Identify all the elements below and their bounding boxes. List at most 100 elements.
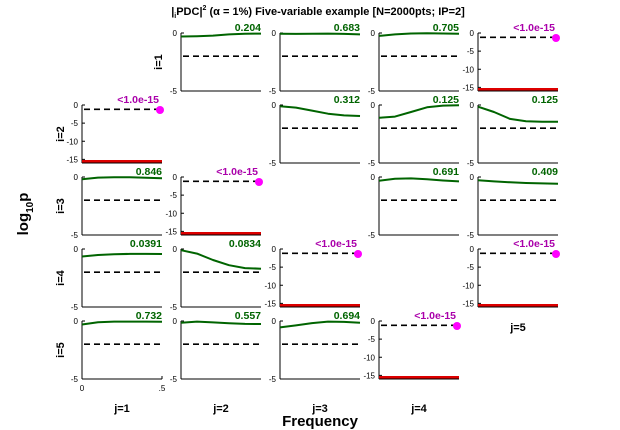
y-tick-label: 0	[173, 317, 178, 326]
y-tick-label: 0	[74, 245, 79, 254]
y-tick-label: -5	[368, 87, 376, 96]
column-label: j=1	[113, 403, 130, 415]
pvalue-label: <1.0e-15	[117, 94, 159, 106]
panel-i5-j1: 0 -5 0.732	[71, 310, 162, 384]
pvalue-label: 0.557	[235, 310, 261, 322]
y-tick-label: -5	[71, 231, 79, 240]
significance-marker	[552, 34, 560, 42]
x-axis-label: Frequency	[282, 413, 359, 430]
pdc-curve	[378, 32, 460, 37]
y-tick-label: -5	[71, 119, 79, 128]
y-tick-label: -5	[467, 231, 475, 240]
pvalue-label: 0.683	[334, 22, 360, 34]
y-tick-label: -5	[170, 87, 178, 96]
pdc-curve	[378, 177, 460, 183]
y-tick-label: -15	[264, 299, 276, 308]
y-tick-label: -5	[467, 159, 475, 168]
y-tick-label: 0	[470, 29, 475, 38]
pvalue-label: 0.0834	[229, 238, 261, 250]
panel-i3-j2: 0 -5 -10 -15 <1.0e-15	[165, 166, 263, 236]
significance-marker	[354, 250, 362, 258]
panel-i4-j2: 0 -5 0.0834	[170, 238, 261, 312]
column-label: j=4	[410, 403, 427, 415]
y-tick-label: -5	[71, 375, 79, 384]
y-axis-label: log10p	[15, 193, 36, 236]
y-tick-label: -10	[264, 281, 276, 290]
column-label: j=3	[311, 403, 328, 415]
pdc-curve	[378, 104, 460, 119]
y-tick-label: 0	[173, 173, 178, 182]
y-tick-label: 0	[272, 317, 277, 326]
y-tick-label: 0	[371, 173, 376, 182]
y-tick-label: 0	[74, 173, 79, 182]
y-tick-label: -5	[368, 335, 376, 344]
pvalue-label: 0.125	[433, 94, 459, 106]
row-label: i=1	[153, 54, 165, 70]
panel-i4-j3: 0 -5 -10 -15 <1.0e-15	[264, 238, 362, 308]
significance-marker	[156, 106, 164, 114]
panel-i3-j5: 0 -5 0.409	[467, 166, 558, 240]
panel-i1-j5: 0 -5 -10 -15 <1.0e-15	[462, 22, 560, 92]
y-tick-label: -10	[462, 65, 474, 74]
panel-i2-j3: 0 -5 0.312	[269, 94, 360, 168]
pvalue-label: 0.0391	[130, 238, 162, 250]
y-tick-label: 0	[173, 29, 178, 38]
y-tick-label: 0	[74, 101, 79, 110]
panel-grid: j=1 j=2 j=3 j=4j=5i=1i=2i=3i=4i=50-50.204 0-…	[55, 22, 560, 415]
y-tick-label: 0	[173, 245, 178, 254]
pvalue-label: <1.0e-15	[216, 166, 258, 178]
y-tick-label: -10	[363, 353, 375, 362]
y-tick-label: 0	[74, 317, 79, 326]
y-tick-label: 0	[272, 29, 277, 38]
pdc-curve	[279, 320, 361, 329]
y-tick-label: -5	[170, 303, 178, 312]
pdc-curve	[180, 32, 262, 38]
y-tick-label: -10	[165, 209, 177, 218]
pdc-curve	[279, 105, 361, 117]
y-tick-label: -5	[170, 191, 178, 200]
column-label: j=5	[509, 322, 526, 334]
y-tick-label: -5	[71, 303, 79, 312]
pdc-curve	[477, 179, 559, 185]
panel-i1-j3: 0 -5 0.683	[269, 22, 360, 96]
y-tick-label: -15	[363, 371, 375, 380]
row-label: i=4	[55, 269, 67, 285]
panel-i2-j1: 0 -5 -10 -15 <1.0e-15	[66, 94, 164, 164]
pvalue-label: 0.694	[334, 310, 360, 322]
y-tick-label: 0	[470, 101, 475, 110]
pvalue-label: <1.0e-15	[513, 238, 555, 250]
y-tick-label: -15	[462, 83, 474, 92]
figure-title: |iPDC|2 (α = 1%) Five-variable example […	[171, 5, 465, 20]
y-tick-label: -10	[66, 137, 78, 146]
panel-i4-j5: 0 -5 -10 -15 <1.0e-15	[462, 238, 560, 308]
x-tick-label: 0	[80, 384, 85, 393]
y-tick-label: -10	[462, 281, 474, 290]
pdc-curve	[180, 320, 262, 325]
pvalue-label: 0.732	[136, 310, 162, 322]
pdc-curve	[279, 32, 361, 36]
pdc-curve	[81, 176, 163, 181]
y-tick-label: -5	[269, 263, 277, 272]
y-tick-label: 0	[371, 317, 376, 326]
y-tick-label: -5	[269, 159, 277, 168]
y-tick-label: -5	[269, 87, 277, 96]
pvalue-label: <1.0e-15	[414, 310, 456, 322]
y-tick-label: 0	[371, 101, 376, 110]
panel-i5-j4: 0 -5 -10 -15 <1.0e-15	[363, 310, 461, 380]
panel-i3-j1: 0 -5 0.846	[71, 166, 162, 240]
pvalue-label: 0.204	[235, 22, 261, 34]
significance-marker	[453, 322, 461, 330]
y-tick-label: -5	[368, 231, 376, 240]
y-tick-label: -15	[66, 155, 78, 164]
pvalue-label: 0.409	[532, 166, 558, 178]
y-tick-label: -5	[368, 159, 376, 168]
panel-i3-j4: 0 -5 0.691	[368, 166, 459, 240]
y-tick-label: 0	[470, 245, 475, 254]
pvalue-label: <1.0e-15	[513, 22, 555, 34]
pdc-curve	[81, 252, 163, 258]
row-label: i=3	[55, 198, 67, 214]
y-tick-label: 0	[371, 29, 376, 38]
x-tick-label: .5	[159, 384, 166, 393]
panel-i1-j2: 0 -5 0.204	[170, 22, 261, 96]
